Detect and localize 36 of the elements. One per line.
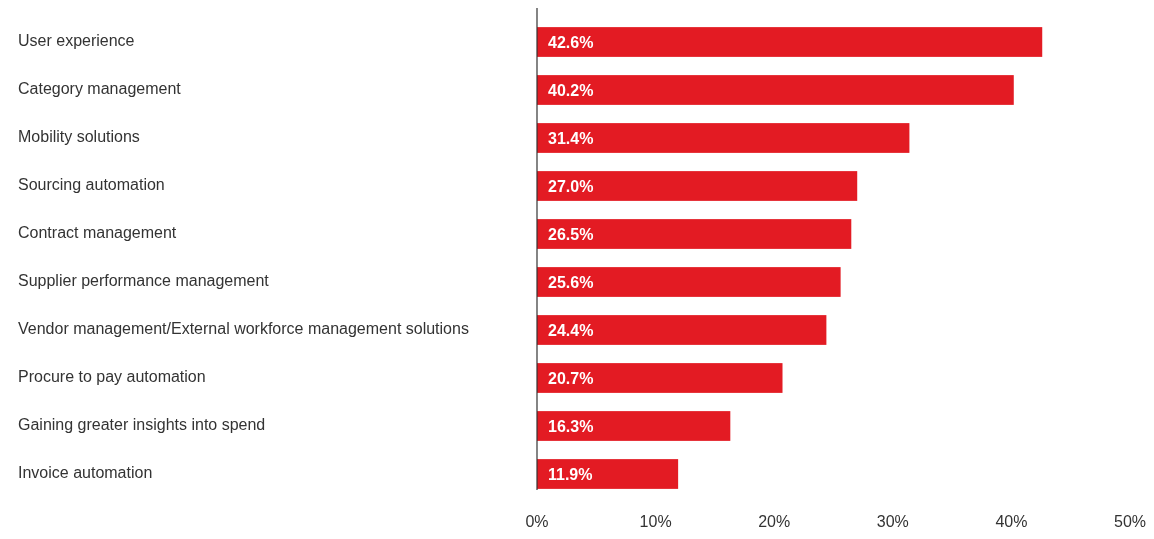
bar — [537, 411, 731, 441]
bar — [537, 219, 852, 249]
x-tick-label: 10% — [639, 513, 672, 530]
data-label: 16.3% — [548, 417, 594, 435]
bar — [537, 27, 1043, 57]
y-tick-label: User experience — [18, 31, 135, 49]
data-label: 26.5% — [548, 225, 594, 243]
x-tick-label: 20% — [758, 513, 791, 530]
y-tick-label: Gaining greater insights into spend — [18, 415, 266, 433]
x-tick-label: 50% — [1113, 513, 1147, 530]
bar — [537, 459, 679, 489]
data-label: 20.7% — [548, 369, 594, 387]
data-label: 42.6% — [548, 33, 594, 51]
data-label: 27.0% — [548, 177, 594, 195]
y-tick-label: Contract management — [18, 223, 177, 241]
y-tick-label: Supplier performance management — [18, 271, 270, 289]
bar — [537, 315, 827, 345]
y-tick-label: Category management — [18, 79, 182, 97]
bar — [537, 123, 910, 153]
data-label: 31.4% — [548, 129, 594, 147]
x-tick-label: 0% — [525, 513, 549, 530]
bar — [537, 363, 783, 393]
x-tick-label: 40% — [995, 513, 1028, 530]
y-tick-label: Procure to pay automation — [18, 367, 206, 385]
x-tick-label: 30% — [876, 513, 909, 530]
y-tick-label: Mobility solutions — [18, 127, 140, 145]
data-label: 25.6% — [548, 273, 594, 291]
bar — [537, 171, 858, 201]
data-label: 24.4% — [548, 321, 594, 339]
y-tick-label: Invoice automation — [18, 463, 153, 481]
data-label: 11.9% — [548, 465, 593, 483]
bar — [537, 267, 841, 297]
y-tick-label: Vendor management/External workforce management solutions — [18, 319, 469, 337]
data-label: 40.2% — [548, 81, 594, 99]
bar — [537, 75, 1014, 105]
y-tick-label: Sourcing automation — [18, 175, 165, 193]
